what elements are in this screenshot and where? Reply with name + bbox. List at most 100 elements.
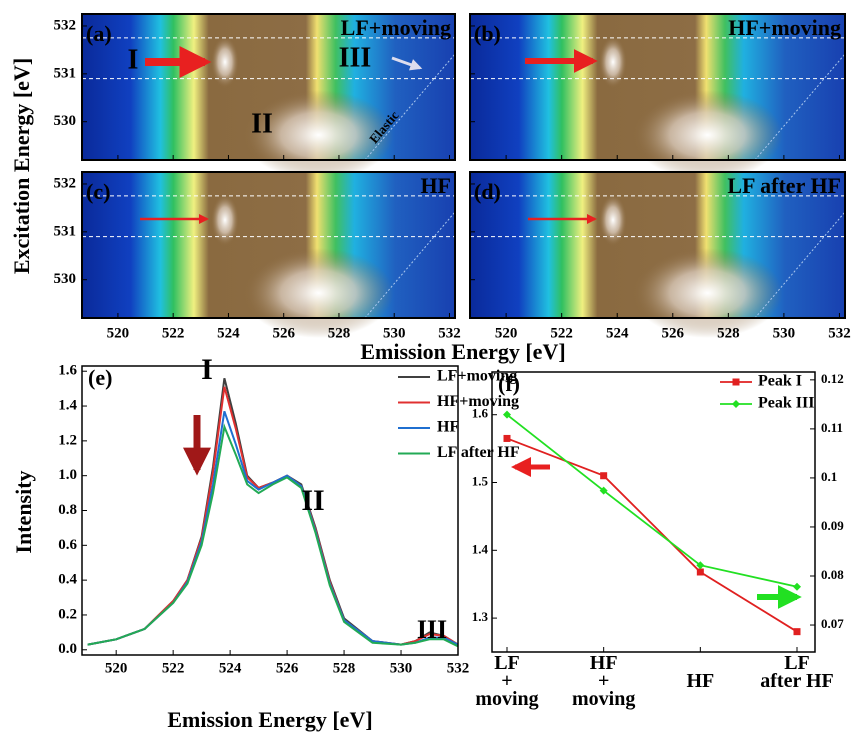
- panel-label: (b): [474, 21, 501, 46]
- data-point: [696, 561, 705, 570]
- data-point: [793, 628, 801, 636]
- data-point: [503, 434, 511, 442]
- panel-frame: [81, 171, 456, 319]
- y-tick-label: 1.5: [472, 473, 489, 488]
- y2-tick-label: 0.12: [821, 371, 844, 386]
- data-point: [599, 486, 608, 495]
- legend-marker: [732, 400, 740, 408]
- x-tick-label: 530: [390, 660, 413, 676]
- y2-tick-label: 0.07: [821, 616, 844, 631]
- trend-line: [506, 437, 798, 633]
- x-tick-label: 522: [162, 325, 185, 341]
- x-tick-label: HF: [686, 670, 714, 692]
- y2-tick-label: 0.09: [821, 518, 844, 533]
- x-tick-label: 528: [717, 325, 740, 341]
- x-tick-label: 524: [219, 660, 242, 676]
- y-tick-label: 1.6: [472, 406, 489, 421]
- y-tick-label: 0.8: [58, 502, 77, 518]
- x-tick-label: 520: [495, 325, 518, 341]
- top-y-label: Excitation Energy [eV]: [9, 58, 34, 274]
- x-tick-label: 524: [217, 325, 240, 341]
- x-tick-label: 530: [773, 325, 796, 341]
- intensity-blob: [632, 90, 783, 180]
- spectrum-line: [87, 377, 459, 646]
- x-tick-label: 532: [438, 325, 461, 341]
- condition-label: LF+moving: [341, 15, 451, 40]
- intensity-blob: [632, 248, 783, 338]
- annotation: II: [251, 108, 273, 139]
- x-tick-label: 530: [383, 325, 406, 341]
- x-tick-label: 526: [662, 325, 685, 341]
- x-tick-label: HF + moving: [572, 652, 635, 710]
- panel-label: (c): [86, 179, 110, 204]
- data-point: [696, 568, 704, 576]
- y-tick-label: 531: [54, 65, 77, 81]
- elastic-line: [364, 211, 456, 319]
- data-point: [503, 410, 511, 419]
- y-tick-label: 1.6: [58, 363, 77, 379]
- x-tick-label: 532: [447, 660, 470, 676]
- annotation: I: [201, 353, 213, 386]
- arrow: [391, 56, 423, 71]
- annotation: I: [128, 44, 139, 75]
- x-tick-label: LF + moving: [475, 652, 538, 710]
- spectrum-line: [87, 386, 459, 646]
- y-tick-label: 0.6: [58, 537, 77, 553]
- legend-label: Peak III: [758, 395, 814, 412]
- legend-marker: [732, 378, 740, 386]
- y-tick-label: 0.0: [58, 641, 77, 657]
- intensity-blob: [211, 194, 239, 246]
- x-tick-label: 528: [328, 325, 351, 341]
- y2-tick-label: 0.1: [821, 469, 837, 484]
- intensity-blob: [599, 36, 627, 88]
- x-tick-label: 524: [606, 325, 629, 341]
- y2-tick-label: 0.11: [821, 420, 843, 435]
- data-point: [600, 472, 608, 480]
- y-tick-label: 1.3: [472, 609, 489, 624]
- x-tick-label: 520: [107, 325, 130, 341]
- legend-label: LF after HF: [437, 444, 520, 461]
- x-tick-label: 526: [276, 660, 299, 676]
- x-tick-label: 528: [333, 660, 356, 676]
- y-tick-label: 1.4: [472, 541, 489, 556]
- y-axis-label: Intensity: [11, 470, 36, 553]
- elastic-line: [754, 211, 846, 319]
- panel-frame: [81, 13, 456, 161]
- trend-line: [506, 413, 798, 588]
- intensity-blob: [243, 90, 394, 180]
- data-point: [793, 582, 801, 591]
- panel-label: (f): [498, 371, 520, 396]
- x-tick-label: 520: [105, 660, 128, 676]
- y-tick-label: 1.2: [58, 432, 77, 448]
- y-tick-label: 1.0: [58, 467, 77, 483]
- x-tick-label: 532: [828, 325, 851, 341]
- legend-label: Peak I: [758, 373, 802, 390]
- panel-frame: [469, 13, 846, 161]
- spectrum-line: [87, 410, 459, 646]
- y-tick-label: 530: [54, 271, 77, 287]
- intensity-blob: [243, 248, 394, 338]
- condition-label: HF+moving: [728, 15, 841, 40]
- spectrum-line: [87, 423, 459, 648]
- plot-frame: [491, 371, 816, 653]
- elastic-line: [364, 53, 456, 161]
- x-axis-label: Emission Energy [eV]: [167, 707, 372, 732]
- y-tick-label: 532: [54, 175, 77, 191]
- plot-frame: [81, 365, 459, 656]
- y-tick-label: 0.4: [58, 572, 77, 588]
- x-tick-label: 522: [550, 325, 573, 341]
- x-tick-label: 522: [162, 660, 185, 676]
- annotation: III: [417, 615, 447, 644]
- annotation: II: [301, 484, 324, 517]
- intensity-blob: [599, 194, 627, 246]
- condition-label: HF: [420, 173, 451, 198]
- annotation: III: [339, 42, 372, 73]
- x-tick-label: LF after HF: [760, 652, 834, 692]
- y-tick-label: 1.4: [58, 397, 77, 413]
- panel-frame: [469, 171, 846, 319]
- panel-label: (e): [88, 365, 112, 390]
- y-tick-label: 531: [54, 223, 77, 239]
- panel-label: (a): [86, 21, 112, 46]
- legend-label: HF: [437, 419, 459, 436]
